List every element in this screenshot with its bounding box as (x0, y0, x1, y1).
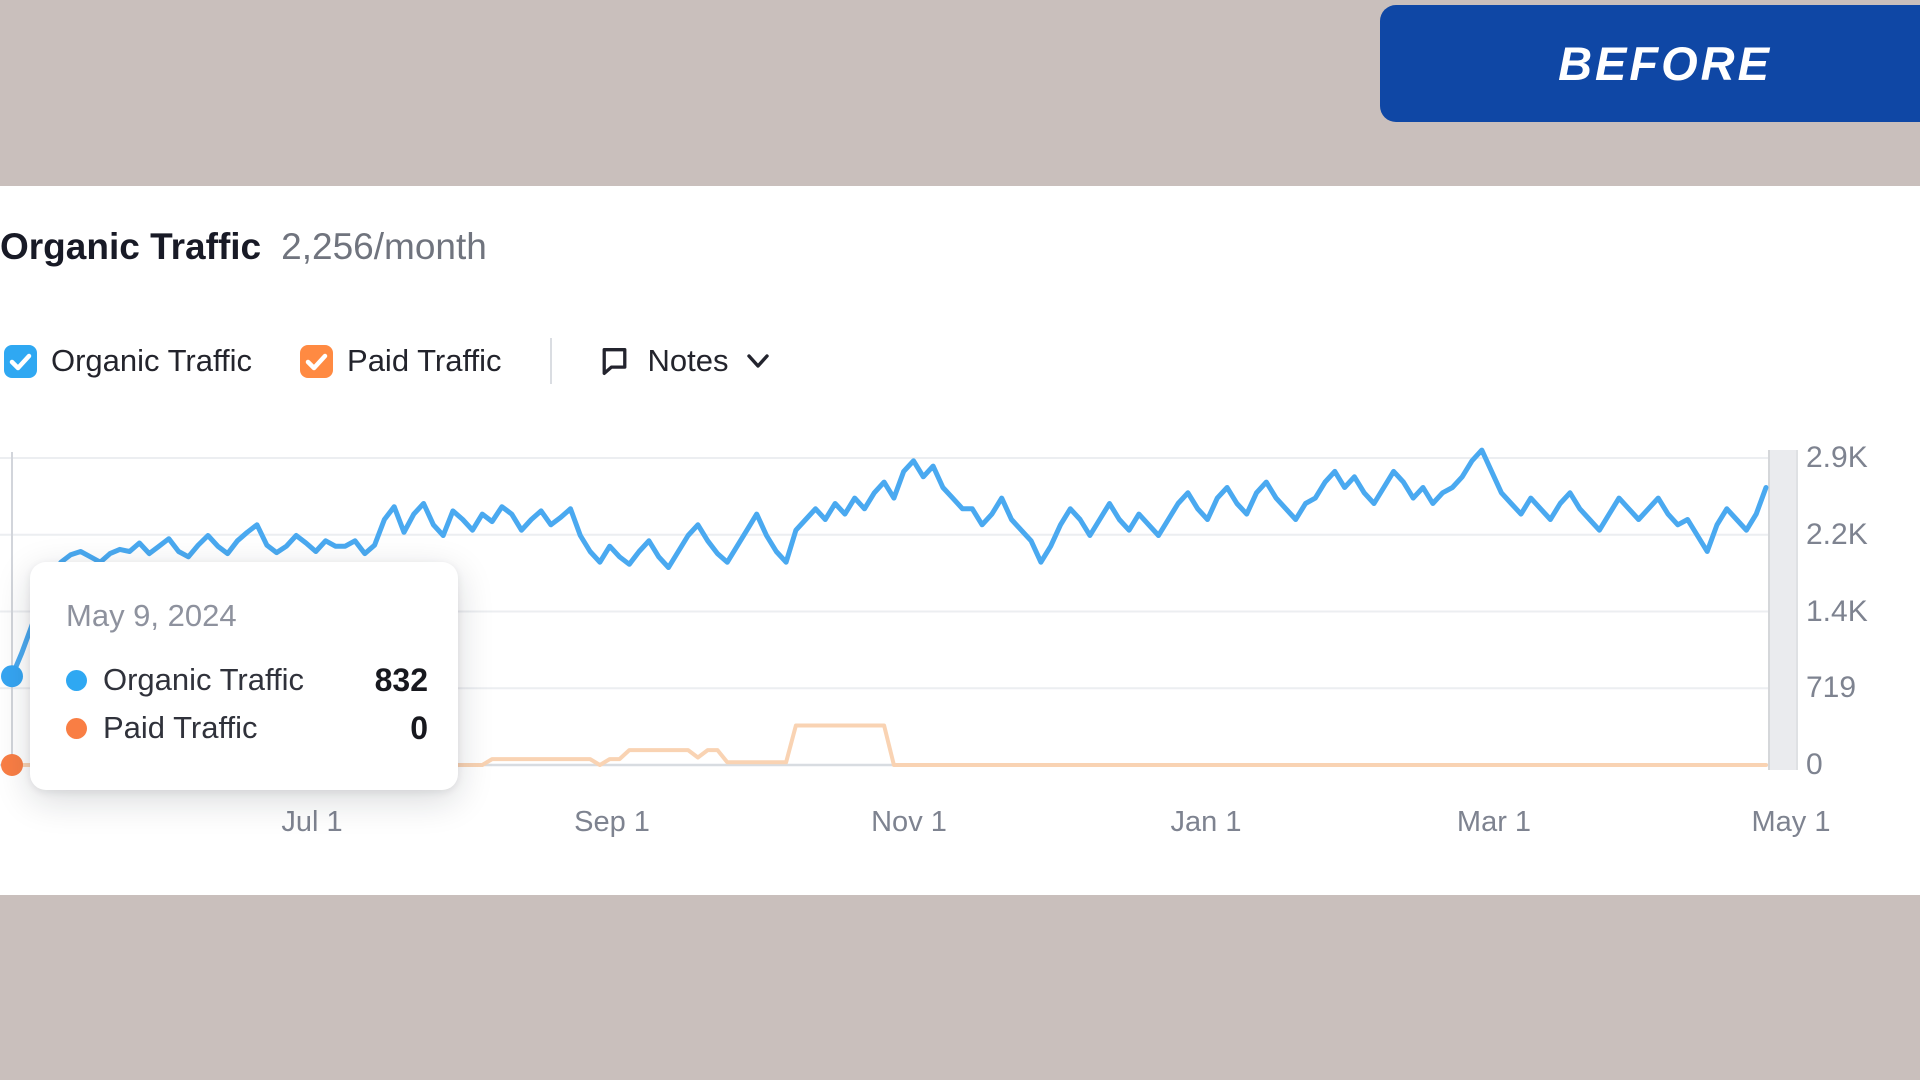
legend-divider (549, 338, 552, 384)
checkmark-icon (305, 353, 328, 370)
traffic-widget: Organic Traffic 2,256/month Organic Traf… (0, 186, 1920, 895)
top-band: BEFORE (0, 0, 1920, 186)
widget-monthly-value: 2,256/month (281, 226, 487, 267)
checkmark-icon (9, 353, 32, 370)
paid-checkbox[interactable] (300, 344, 334, 378)
notes-label: Notes (647, 343, 729, 378)
widget-header: Organic Traffic 2,256/month (0, 226, 487, 268)
paid-traffic-toggle[interactable]: Paid Traffic (300, 343, 502, 379)
before-badge: BEFORE (1380, 5, 1920, 122)
notes-dropdown[interactable]: Notes (596, 342, 772, 380)
paid-legend-label: Paid Traffic (347, 343, 502, 378)
notes-icon (602, 348, 626, 375)
organic-legend-label: Organic Traffic (51, 343, 253, 378)
organic-traffic-toggle[interactable]: Organic Traffic (4, 343, 252, 379)
organic-checkbox[interactable] (4, 344, 37, 378)
widget-title: Organic Traffic (0, 226, 262, 267)
bottom-band (0, 895, 1920, 1080)
chevron-down-icon (746, 354, 769, 368)
legend-row: Organic Traffic Paid Traffic Notes (4, 338, 772, 384)
